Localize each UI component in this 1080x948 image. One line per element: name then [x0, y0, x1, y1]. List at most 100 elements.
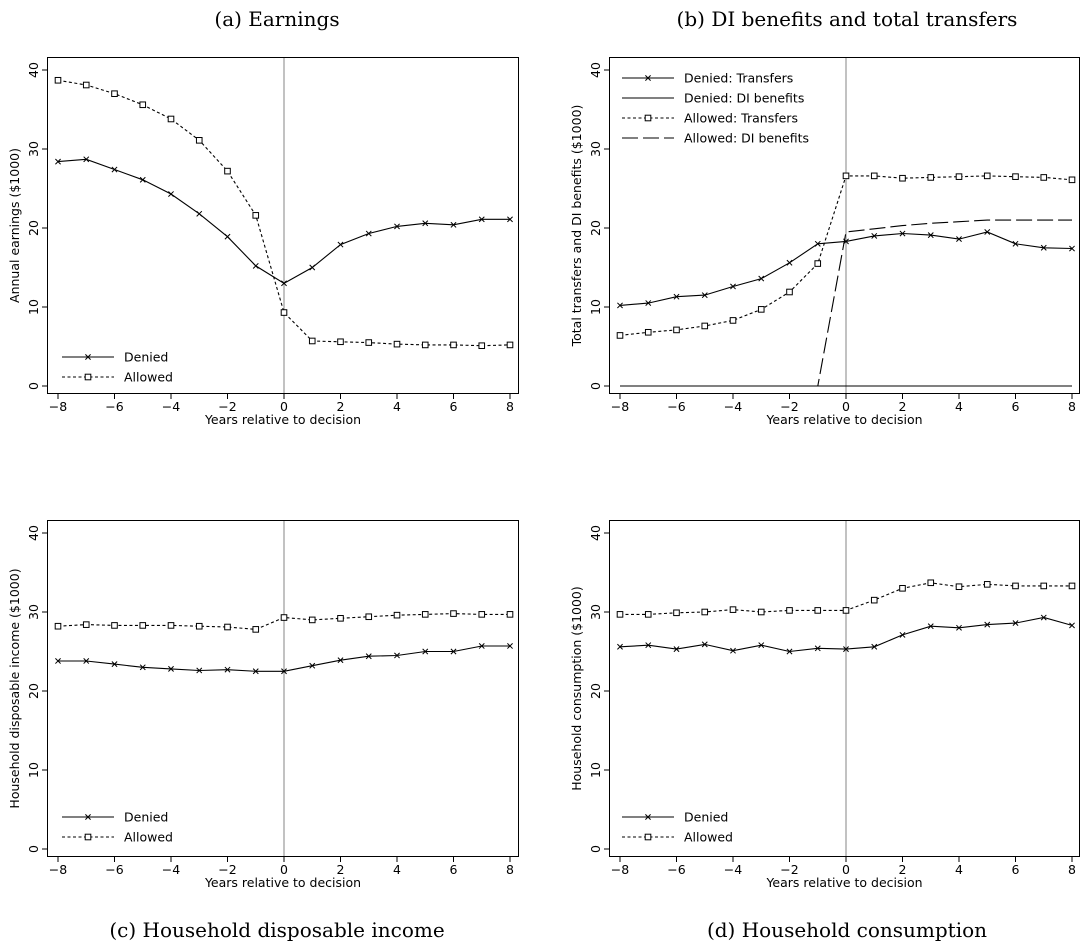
data-point	[450, 648, 457, 655]
data-point	[786, 259, 793, 266]
legend-label: Allowed: DI benefits	[684, 131, 809, 146]
data-point	[701, 608, 709, 616]
data-point	[786, 648, 793, 655]
x-tick-label: 4	[955, 862, 963, 877]
data-point	[252, 626, 260, 633]
data-point	[984, 621, 991, 628]
x-tick-label: −4	[162, 862, 180, 877]
legend: Denied Allowed	[62, 810, 173, 845]
y-tick-label: 20	[26, 683, 41, 699]
x-tick-label: 2	[899, 399, 907, 414]
data-point	[478, 216, 485, 223]
data-point	[899, 585, 906, 592]
data-point	[252, 262, 259, 269]
data-point	[927, 174, 935, 181]
x-tick-label: 4	[393, 399, 401, 414]
data-point	[983, 172, 991, 180]
x-tick-label: 6	[450, 862, 458, 877]
data-point	[644, 611, 652, 618]
y-tick-label: 10	[588, 762, 603, 778]
data-point	[365, 230, 372, 237]
y-tick-label: 10	[588, 299, 603, 315]
data-point	[757, 608, 765, 616]
data-point	[842, 172, 850, 180]
y-tick-label: 20	[588, 220, 603, 236]
data-point	[450, 610, 457, 617]
data-point	[478, 643, 485, 649]
data-point	[55, 158, 61, 165]
data-point	[421, 341, 429, 349]
x-tick-label: −4	[724, 862, 742, 877]
x-tick-label: 2	[899, 862, 907, 877]
data-point	[337, 338, 344, 346]
x-tick-label: 8	[1068, 399, 1076, 414]
panel-caption: (c) Household disposable income	[109, 918, 444, 942]
data-point	[899, 230, 906, 237]
data-point	[870, 172, 878, 180]
data-point	[1012, 173, 1019, 180]
legend-marker	[644, 833, 652, 841]
data-point	[616, 332, 624, 339]
data-point	[337, 615, 344, 622]
x-tick-label: 6	[450, 399, 458, 414]
data-point	[422, 220, 429, 227]
data-point	[507, 643, 513, 649]
y-tick-label: 30	[588, 141, 603, 157]
data-point	[644, 328, 652, 336]
data-point	[54, 76, 62, 84]
x-tick-label: 8	[506, 862, 514, 877]
x-tick-label: 2	[337, 862, 345, 877]
data-point	[673, 326, 680, 334]
legend-marker	[84, 833, 92, 841]
data-point	[478, 342, 486, 350]
data-point	[814, 260, 822, 267]
y-tick-label: 40	[588, 62, 603, 78]
data-point	[758, 275, 765, 282]
data-point	[167, 622, 175, 629]
y-tick-label: 40	[588, 525, 603, 541]
x-tick-label: −2	[780, 862, 798, 877]
data-point	[168, 191, 174, 197]
data-point	[1040, 244, 1047, 251]
data-point	[814, 607, 822, 614]
data-point	[786, 607, 793, 614]
series-line	[620, 219, 1072, 387]
panel-caption: (b) DI benefits and total transfers	[677, 7, 1018, 31]
y-axis-title: Household consumption ($1000)	[569, 586, 584, 791]
x-tick-label: 0	[280, 862, 288, 877]
x-tick-label: −8	[611, 399, 629, 414]
legend-label: Denied	[684, 810, 728, 825]
y-tick-label: 30	[26, 604, 41, 620]
data-point	[394, 223, 400, 230]
data-point	[224, 623, 231, 631]
data-point	[701, 322, 709, 330]
data-point	[280, 309, 288, 316]
data-point	[1040, 582, 1048, 590]
series-denied	[617, 614, 1075, 655]
data-point	[450, 221, 457, 228]
data-point	[673, 293, 680, 300]
data-point	[1012, 620, 1019, 627]
data-point	[645, 642, 652, 649]
data-point	[984, 228, 991, 235]
legend: Denied Allowed	[622, 810, 733, 845]
data-point	[701, 641, 708, 648]
x-tick-label: −6	[105, 399, 123, 414]
series-denied	[55, 156, 513, 287]
series-allowed	[54, 76, 514, 350]
x-axis-title: Years relative to decision	[765, 875, 922, 890]
legend-label: Allowed	[684, 830, 733, 845]
data-point	[506, 341, 514, 349]
data-point	[224, 666, 231, 673]
data-point	[617, 302, 623, 309]
data-point	[701, 292, 708, 299]
data-point	[450, 341, 457, 349]
data-point	[983, 581, 991, 588]
data-point	[139, 101, 147, 109]
data-point	[730, 647, 736, 654]
x-tick-label: 6	[1012, 399, 1020, 414]
series-allowed	[54, 610, 514, 633]
data-point	[224, 233, 231, 240]
legend-marker	[85, 354, 91, 360]
